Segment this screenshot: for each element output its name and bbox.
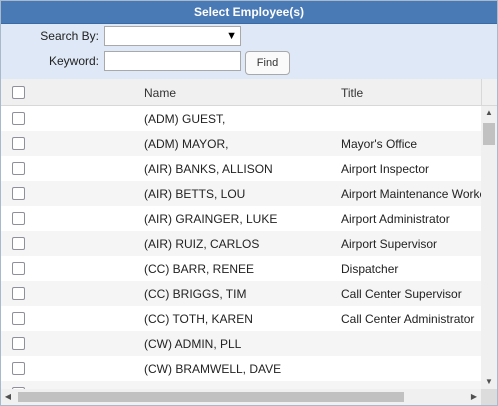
employee-name: (CW) BRAMWELL, DAVE bbox=[144, 362, 282, 376]
arrow-down-icon[interactable]: ▼ bbox=[485, 377, 493, 386]
table-row[interactable]: (CC) BRIGGS, TIM Call Center Supervisor bbox=[1, 281, 481, 306]
employee-name: (AIR) RUIZ, CARLOS bbox=[144, 237, 260, 251]
vertical-scrollbar[interactable]: ▲ ▼ bbox=[481, 106, 497, 389]
keyword-input[interactable] bbox=[104, 51, 241, 71]
employee-title: Airport Supervisor bbox=[341, 237, 438, 251]
employee-name: (ADM) GUEST, bbox=[144, 112, 226, 126]
table-row[interactable]: (AIR) RUIZ, CARLOS Airport Supervisor bbox=[1, 231, 481, 256]
row-checkbox[interactable] bbox=[12, 112, 25, 125]
employee-name: (CC) BRIGGS, TIM bbox=[144, 287, 247, 301]
select-all-checkbox[interactable] bbox=[12, 86, 25, 99]
employee-name: (CC) BARR, RENEE bbox=[144, 262, 255, 276]
employee-title: Call Center Administrator bbox=[341, 312, 475, 326]
row-checkbox[interactable] bbox=[12, 387, 25, 389]
arrow-right-icon[interactable]: ▶ bbox=[470, 392, 478, 401]
header-corner bbox=[481, 79, 497, 106]
horizontal-scrollbar[interactable]: ◀ ▶ bbox=[1, 389, 481, 405]
grid-body: (ADM) GUEST, (ADM) MAYOR, Mayor's Office… bbox=[1, 106, 481, 389]
table-row[interactable]: (ADM) MAYOR, Mayor's Office bbox=[1, 131, 481, 156]
employee-name: (AIR) BETTS, LOU bbox=[144, 187, 246, 201]
employee-title: Mayor's Office bbox=[341, 137, 418, 151]
search-panel: Search By: ▼ Keyword: Find bbox=[1, 24, 497, 79]
table-row[interactable]: (ADM) GUEST, bbox=[1, 106, 481, 131]
find-button[interactable]: Find bbox=[245, 51, 290, 75]
table-row[interactable]: (CC) BARR, RENEE Dispatcher bbox=[1, 256, 481, 281]
row-checkbox[interactable] bbox=[12, 262, 25, 275]
scrollbar-corner bbox=[481, 389, 497, 405]
row-checkbox[interactable] bbox=[12, 287, 25, 300]
row-checkbox[interactable] bbox=[12, 212, 25, 225]
employee-name: (CW) ADMIN, PLL bbox=[144, 337, 242, 351]
chevron-down-icon: ▼ bbox=[226, 30, 237, 42]
column-header-title[interactable]: Title bbox=[341, 86, 364, 100]
row-checkbox[interactable] bbox=[12, 337, 25, 350]
search-by-label: Search By: bbox=[40, 29, 99, 43]
employee-name: (AIR) GRAINGER, LUKE bbox=[144, 212, 278, 226]
employee-title: Airport Maintenance Worker bbox=[341, 187, 481, 201]
employee-title: Dispatcher bbox=[341, 262, 399, 276]
horizontal-scroll-thumb[interactable] bbox=[18, 392, 404, 402]
dialog-title: Select Employee(s) bbox=[1, 1, 497, 24]
row-checkbox[interactable] bbox=[12, 312, 25, 325]
arrow-up-icon[interactable]: ▲ bbox=[485, 108, 493, 117]
employee-name: (ADM) MAYOR, bbox=[144, 137, 229, 151]
search-by-select[interactable]: ▼ bbox=[104, 26, 241, 46]
row-checkbox[interactable] bbox=[12, 137, 25, 150]
table-row[interactable]: (AIR) BANKS, ALLISON Airport Inspector bbox=[1, 156, 481, 181]
employee-grid: Name Title (ADM) GUEST, (ADM) MAYOR, May… bbox=[1, 79, 497, 405]
table-row[interactable]: (CW) BRAMWELL, DAVE bbox=[1, 356, 481, 381]
row-checkbox[interactable] bbox=[12, 162, 25, 175]
employee-title: Airport Administrator bbox=[341, 212, 450, 226]
table-row[interactable]: (AIR) GRAINGER, LUKE Airport Administrat… bbox=[1, 206, 481, 231]
vertical-scroll-thumb[interactable] bbox=[483, 123, 495, 145]
table-row[interactable] bbox=[1, 381, 481, 389]
keyword-label: Keyword: bbox=[48, 54, 99, 68]
employee-name: (CC) TOTH, KAREN bbox=[144, 312, 253, 326]
table-row[interactable]: (CW) ADMIN, PLL bbox=[1, 331, 481, 356]
employee-name: (AIR) BANKS, ALLISON bbox=[144, 162, 273, 176]
row-checkbox[interactable] bbox=[12, 237, 25, 250]
row-checkbox[interactable] bbox=[12, 362, 25, 375]
column-header-name[interactable]: Name bbox=[144, 86, 177, 100]
employee-title: Airport Inspector bbox=[341, 162, 430, 176]
row-checkbox[interactable] bbox=[12, 187, 25, 200]
grid-header: Name Title bbox=[1, 79, 481, 106]
arrow-left-icon[interactable]: ◀ bbox=[4, 392, 12, 401]
employee-title: Call Center Supervisor bbox=[341, 287, 462, 301]
table-row[interactable]: (AIR) BETTS, LOU Airport Maintenance Wor… bbox=[1, 181, 481, 206]
table-row[interactable]: (CC) TOTH, KAREN Call Center Administrat… bbox=[1, 306, 481, 331]
